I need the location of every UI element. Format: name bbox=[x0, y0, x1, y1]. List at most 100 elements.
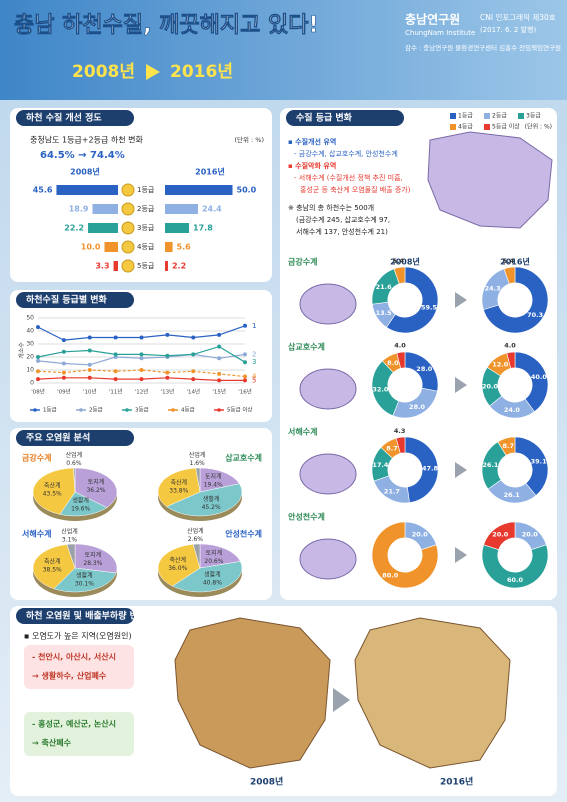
marker bbox=[217, 344, 222, 349]
region-map bbox=[299, 283, 357, 325]
value-label: 45.2% bbox=[202, 504, 221, 511]
category-label: 산업계 bbox=[187, 527, 204, 535]
marker bbox=[87, 368, 92, 372]
note: → 축산폐수 bbox=[32, 738, 72, 748]
marker bbox=[87, 362, 92, 367]
category-label: 토지계 bbox=[206, 549, 223, 557]
value-label: 22.2 bbox=[64, 224, 84, 233]
grade-icon bbox=[121, 202, 135, 216]
donut-slice bbox=[503, 266, 516, 285]
y-axis-label: 개소수 bbox=[18, 342, 26, 359]
marker bbox=[36, 377, 40, 382]
y-tick-label: 0 bbox=[30, 380, 34, 387]
value-label: 24.3 bbox=[485, 285, 501, 293]
year-from: 2008년 bbox=[72, 62, 135, 82]
value-label: 39.1 bbox=[531, 458, 548, 466]
legend-swatch bbox=[518, 113, 524, 119]
note: - 금강수계, 삽교호수계, 안성천수계 bbox=[294, 149, 398, 158]
marker bbox=[139, 368, 144, 372]
pie-slice bbox=[66, 543, 76, 569]
end-label: 5 bbox=[252, 376, 256, 384]
category-label: 산업계 bbox=[66, 451, 83, 459]
value-label: 3.3 bbox=[95, 262, 109, 271]
category-label: 생활계 bbox=[203, 495, 220, 503]
marker bbox=[87, 375, 92, 380]
note: - 천안시, 아산시, 서산시 bbox=[32, 652, 116, 662]
donut-slice bbox=[506, 351, 516, 369]
marker bbox=[139, 356, 144, 361]
bar bbox=[165, 204, 198, 214]
x-tick-label: '13년 bbox=[161, 388, 175, 396]
series-name: 2016년 bbox=[195, 167, 225, 177]
marker bbox=[165, 375, 170, 380]
marker bbox=[113, 377, 118, 382]
note: 서해수계 137, 안성천수계 21) bbox=[296, 227, 388, 236]
x-tick-label: '09년 bbox=[57, 388, 71, 396]
legend-swatch bbox=[484, 124, 490, 130]
grade-icon bbox=[121, 240, 135, 254]
marker bbox=[243, 374, 247, 379]
value-label: 26.1 bbox=[482, 461, 499, 469]
value-label: 8.0 bbox=[387, 359, 399, 367]
category-label: 생활계 bbox=[204, 571, 221, 579]
marker bbox=[217, 371, 222, 376]
pie-slice bbox=[32, 544, 76, 590]
pie-slice bbox=[192, 543, 201, 569]
pie-title: 금강수계 bbox=[22, 453, 51, 463]
donut-slice bbox=[386, 266, 439, 334]
category-label: 생활계 bbox=[72, 496, 89, 504]
section-tab bbox=[16, 608, 134, 624]
value-label: 36.0% bbox=[168, 565, 187, 572]
legend-label: 5등급 이상 bbox=[492, 123, 520, 131]
header-band bbox=[0, 0, 567, 100]
donut-slice bbox=[395, 436, 406, 454]
unit: (단위 : %) bbox=[525, 123, 552, 131]
value-label: 28.3% bbox=[83, 560, 102, 567]
marker bbox=[191, 335, 196, 340]
value-label: 40.0 bbox=[531, 373, 548, 381]
category-label: 축산계 bbox=[169, 556, 186, 564]
grade-icon bbox=[121, 183, 135, 197]
marker bbox=[243, 360, 247, 365]
donut-slice bbox=[393, 266, 406, 285]
legend-swatch bbox=[450, 124, 456, 130]
note: (금강수계 245, 삽교호수계 97, bbox=[296, 215, 390, 224]
legend-label: 4등급 bbox=[458, 124, 473, 131]
section-title: 하천 오염원 및 배출부하량 변화 bbox=[26, 610, 147, 622]
value-label: 10.0 bbox=[81, 243, 101, 252]
category-label: 생활계 bbox=[76, 572, 93, 580]
y-tick-label: 40 bbox=[26, 328, 34, 335]
pie-slice bbox=[199, 543, 241, 569]
donut-slice bbox=[371, 521, 439, 589]
note: → 생활하수, 산업폐수 bbox=[32, 671, 107, 681]
value-label: 43.5% bbox=[43, 490, 62, 497]
pie-title: 서해수계 bbox=[22, 529, 51, 539]
value-label: 5.4 bbox=[393, 257, 405, 265]
value-label: 21.7 bbox=[384, 487, 400, 495]
category-label: 산업계 bbox=[189, 451, 206, 459]
marker bbox=[165, 370, 170, 375]
value-label: 32.0 bbox=[372, 386, 389, 394]
region-map bbox=[299, 368, 357, 410]
pie-slice bbox=[32, 467, 76, 515]
bar bbox=[56, 185, 118, 195]
end-label: 2 bbox=[252, 350, 256, 358]
reviewer: 감수 : 충남연구원 물환경연구센터 김홍수 전임책임연구원 bbox=[405, 43, 561, 52]
donut-title: 금강수계 bbox=[288, 257, 317, 267]
value-label: 60.0 bbox=[507, 576, 524, 584]
donut-slice bbox=[483, 266, 549, 334]
marker bbox=[139, 352, 144, 357]
org: 충남연구원 bbox=[405, 12, 460, 27]
pie-title: 삽교호수계 bbox=[225, 453, 262, 463]
value-label: 20.0 bbox=[492, 531, 509, 539]
marker bbox=[87, 335, 92, 340]
marker bbox=[243, 352, 247, 357]
region-map bbox=[299, 453, 357, 495]
marker bbox=[191, 369, 196, 374]
legend-marker bbox=[217, 408, 221, 412]
marker bbox=[217, 378, 222, 383]
category-label: 토지계 bbox=[205, 473, 222, 481]
arrow bbox=[146, 64, 160, 80]
legend-label: 3등급 bbox=[526, 113, 541, 120]
legend-label: 2등급 bbox=[89, 407, 103, 414]
